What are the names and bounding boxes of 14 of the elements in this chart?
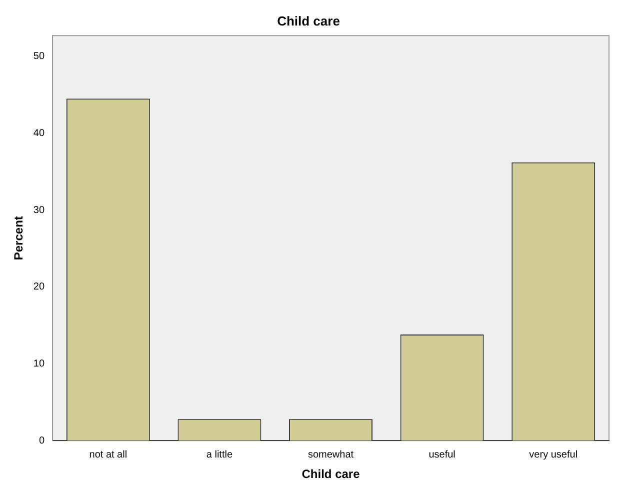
- y-tick-label: 50: [33, 51, 45, 62]
- y-tick-label: 40: [33, 128, 45, 139]
- y-tick-label: 30: [33, 204, 45, 216]
- x-tick-label: not at all: [89, 449, 128, 460]
- x-axis-title: Child care: [302, 467, 360, 482]
- x-tick-label: a little: [206, 449, 233, 460]
- x-tick-label: useful: [428, 449, 456, 460]
- y-tick-label: 0: [38, 435, 45, 446]
- y-tick-label: 20: [33, 282, 45, 293]
- x-tick-label: very useful: [529, 449, 578, 460]
- chart-title: Child care: [277, 13, 340, 28]
- x-tick-label: somewhat: [308, 449, 354, 460]
- y-axis-title: Percent: [12, 216, 26, 260]
- y-tick-label: 10: [33, 358, 45, 370]
